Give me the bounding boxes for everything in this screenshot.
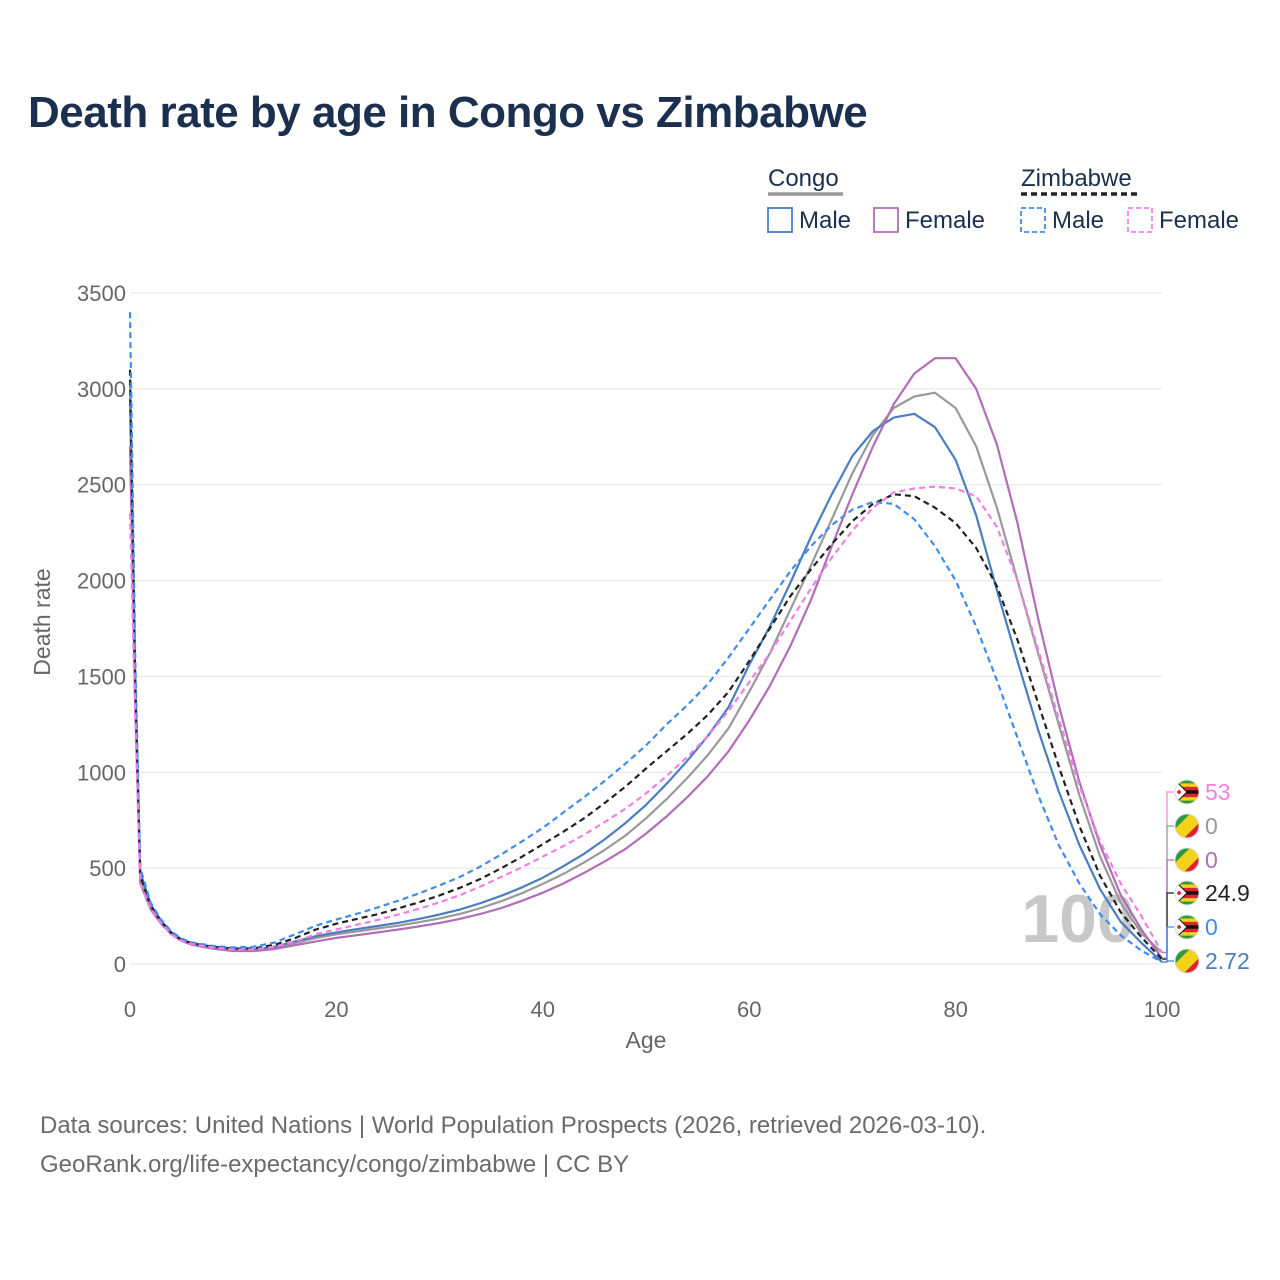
series-line-congo-total[interactable]	[128, 379, 1163, 954]
end-label-connector	[1162, 960, 1174, 963]
congo-flag-icon	[1174, 847, 1200, 873]
y-tick-label: 0	[114, 952, 126, 977]
chart-title: Death rate by age in Congo vs Zimbabwe	[28, 88, 868, 137]
x-tick-label: 80	[943, 997, 967, 1022]
legend-label-zimbabwe-male[interactable]: Male	[1052, 207, 1104, 234]
end-label-connector	[1162, 926, 1174, 963]
end-label-value-congo-male: 2.72	[1205, 948, 1250, 974]
y-tick-label: 500	[89, 856, 126, 881]
series-lines	[128, 312, 1163, 964]
y-axis-label: Death rate	[29, 568, 55, 675]
end-label-connector	[1162, 791, 1174, 954]
legend-swatch-congo-female[interactable]	[873, 207, 899, 233]
end-label-value-zimbabwe-female: 53	[1205, 779, 1231, 805]
legend-label-congo-female[interactable]: Female	[905, 207, 985, 234]
series-line-zimbabwe-male[interactable]	[128, 312, 1163, 964]
end-label-connector	[1162, 825, 1174, 954]
y-tick-label: 1500	[77, 664, 126, 689]
y-tick-label: 2000	[77, 569, 126, 594]
congo-flag-icon	[1174, 813, 1200, 839]
y-tick-label: 3000	[77, 377, 126, 402]
end-label-value-zimbabwe-male: 0	[1205, 914, 1218, 940]
zimbabwe-flag-icon	[1174, 880, 1200, 906]
y-tick-label: 3500	[77, 281, 126, 306]
series-line-zimbabwe-female[interactable]	[128, 485, 1163, 954]
legend-label-congo-male[interactable]: Male	[799, 207, 851, 234]
x-axis: 0 20 40 60 80 100	[124, 997, 1180, 1022]
end-label-value-zimbabwe-total: 24.9	[1205, 880, 1250, 906]
legend-swatch-zimbabwe-female[interactable]	[1127, 207, 1153, 233]
sources-footer: Data sources: United Nations | World Pop…	[40, 1106, 986, 1184]
y-axis: 0 500 1000 1500 2000 2500 3000 3500	[77, 281, 126, 977]
end-label-connector	[1162, 892, 1174, 960]
x-axis-label: Age	[626, 1027, 667, 1053]
y-tick-label: 1000	[77, 760, 126, 785]
legend-country-zimbabwe[interactable]: Zimbabwe	[1021, 165, 1132, 192]
x-tick-label: 100	[1144, 997, 1181, 1022]
x-tick-label: 0	[124, 997, 136, 1022]
series-line-congo-female[interactable]	[128, 357, 1163, 959]
legend[interactable]: Congo Male Female Zimbabwe Male Female	[767, 165, 1239, 234]
legend-country-congo[interactable]: Congo	[768, 165, 839, 192]
end-labels: 53 0 0 24.9 0 2.72	[1162, 779, 1250, 974]
legend-swatch-zimbabwe-male[interactable]	[1020, 207, 1046, 233]
zimbabwe-flag-icon	[1174, 914, 1200, 940]
series-line-zimbabwe-total[interactable]	[128, 369, 1163, 960]
x-tick-label: 60	[737, 997, 761, 1022]
legend-swatch-congo-male[interactable]	[767, 207, 793, 233]
gridlines	[130, 292, 1162, 965]
sources-line-2[interactable]: GeoRank.org/life-expectancy/congo/zimbab…	[40, 1151, 630, 1178]
x-tick-label: 40	[531, 997, 555, 1022]
zimbabwe-flag-icon	[1174, 779, 1200, 805]
x-tick-label: 20	[324, 997, 348, 1022]
sources-line-1: Data sources: United Nations | World Pop…	[40, 1112, 987, 1139]
end-label-value-congo-total: 0	[1205, 813, 1218, 839]
end-label-value-congo-female: 0	[1205, 847, 1218, 873]
y-tick-label: 2500	[77, 473, 126, 498]
end-label-connector	[1162, 859, 1174, 959]
legend-label-zimbabwe-female[interactable]: Female	[1159, 207, 1239, 234]
congo-flag-icon	[1174, 948, 1200, 974]
